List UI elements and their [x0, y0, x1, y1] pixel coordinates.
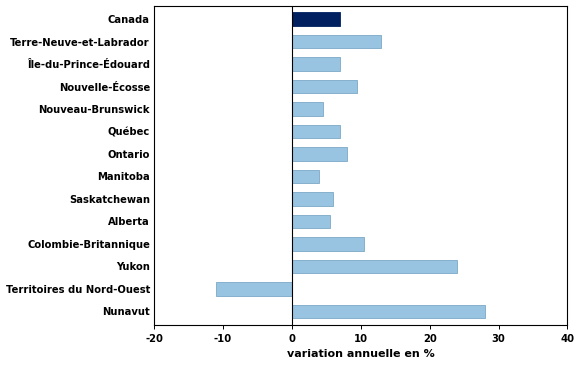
Bar — [292, 170, 320, 183]
Bar — [292, 102, 323, 116]
X-axis label: variation annuelle en %: variation annuelle en % — [287, 349, 434, 360]
Bar — [216, 282, 292, 296]
Bar — [292, 35, 382, 48]
Bar — [292, 125, 340, 138]
Bar — [292, 80, 357, 93]
Bar — [292, 237, 364, 251]
Bar — [292, 57, 340, 71]
Bar — [292, 147, 347, 161]
Bar — [292, 12, 340, 26]
Bar — [292, 260, 457, 273]
Bar — [292, 215, 330, 228]
Bar — [292, 305, 485, 318]
Bar — [292, 192, 334, 206]
